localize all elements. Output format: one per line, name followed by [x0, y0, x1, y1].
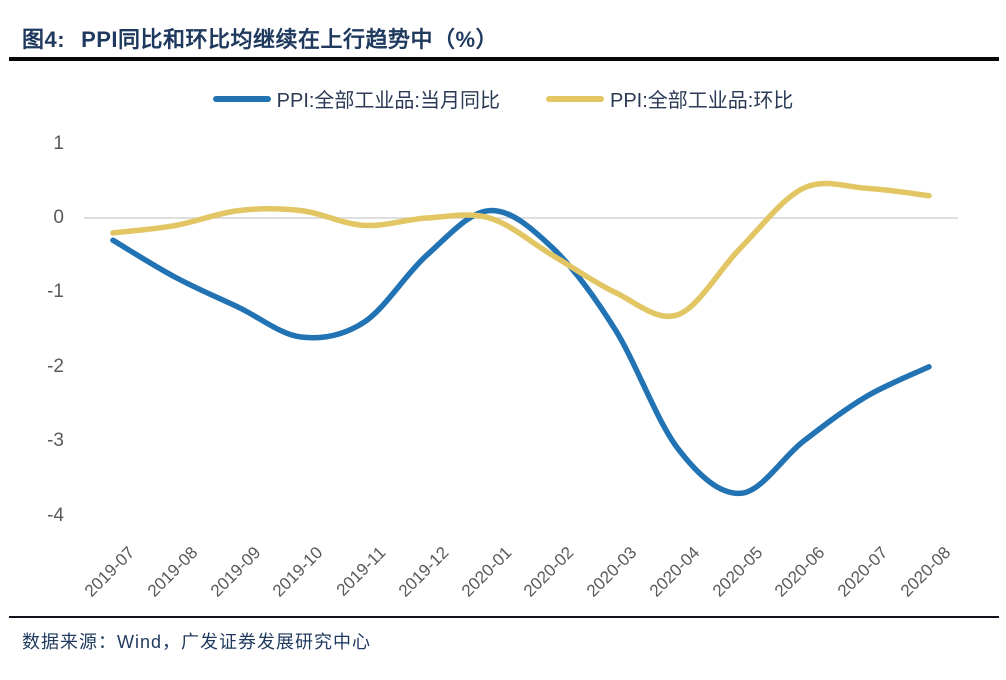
figure-header: 图4: PPI同比和环比均继续在上行趋势中（%） — [22, 22, 498, 54]
mom-legend-label: PPI:全部工业品:环比 — [610, 90, 794, 112]
yoy-legend-label: PPI:全部工业品:当月同比 — [276, 90, 500, 112]
yoy-line-swatch — [212, 95, 271, 102]
figure-number-label: 图4: — [22, 27, 66, 52]
mom-line-series — [110, 180, 932, 319]
footer-divider — [9, 616, 999, 618]
chart-legend: PPI:全部工业品:当月同比 PPI:全部工业品:环比 — [0, 84, 1006, 113]
mom-line-swatch — [546, 95, 604, 102]
yoy-line-series — [110, 207, 932, 497]
figure-title: PPI同比和环比均继续在上行趋势中（%） — [81, 27, 499, 52]
data-source-note: 数据来源：Wind，广发证券发展研究中心 — [22, 632, 372, 652]
title-underline — [9, 57, 999, 61]
legend-item-mom: PPI:全部工业品:环比 — [546, 84, 793, 113]
legend-item-yoy: PPI:全部工业品:当月同比 — [212, 84, 500, 113]
